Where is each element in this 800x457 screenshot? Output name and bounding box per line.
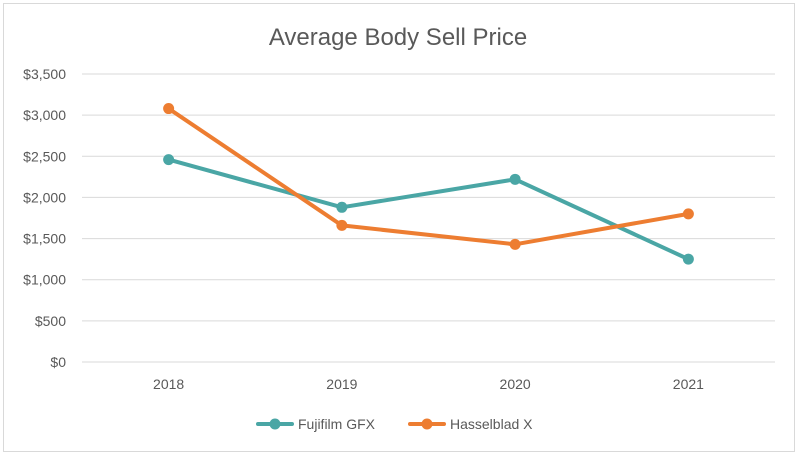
data-point — [336, 201, 348, 213]
data-point — [336, 219, 348, 231]
x-tick-label: 2018 — [153, 376, 184, 392]
data-point — [163, 154, 175, 166]
chart-frame — [3, 3, 795, 452]
chart-title: Average Body Sell Price — [269, 24, 527, 51]
legend-label: Fujifilm GFX — [298, 416, 376, 432]
series-2 — [163, 103, 694, 250]
series-layer — [163, 103, 694, 265]
y-tick-label: $2,500 — [23, 148, 66, 164]
y-tick-label: $0 — [50, 354, 66, 370]
x-axis-ticks: 2018 2019 2020 2021 — [153, 376, 704, 392]
legend-item: Hasselblad X — [408, 416, 533, 432]
series-line — [166, 106, 691, 247]
y-tick-label: $3,000 — [23, 107, 66, 123]
series-1 — [163, 154, 694, 265]
data-point — [509, 173, 521, 185]
data-point — [163, 103, 175, 115]
x-tick-label: 2021 — [673, 376, 704, 392]
legend-item: Fujifilm GFX — [256, 416, 376, 432]
legend-label: Hasselblad X — [450, 416, 533, 432]
legend-swatch-marker — [269, 418, 281, 430]
data-point — [682, 253, 694, 265]
x-tick-label: 2019 — [326, 376, 357, 392]
data-point — [509, 238, 521, 250]
y-tick-label: $1,500 — [23, 231, 66, 247]
y-tick-label: $500 — [35, 313, 66, 329]
y-tick-label: $1,000 — [23, 272, 66, 288]
legend: Fujifilm GFX Hasselblad X — [256, 416, 533, 432]
y-axis-ticks: $0 $500 $1,000 $1,500 $2,000 $2,500 $3,000 $3,5… — [23, 66, 66, 370]
legend-swatch-marker — [421, 418, 433, 430]
gridlines — [82, 73, 775, 363]
x-tick-label: 2020 — [500, 376, 531, 392]
series-line — [166, 157, 691, 262]
y-tick-label: $2,000 — [23, 189, 66, 205]
y-tick-label: $3,500 — [23, 66, 66, 82]
data-point — [682, 208, 694, 220]
